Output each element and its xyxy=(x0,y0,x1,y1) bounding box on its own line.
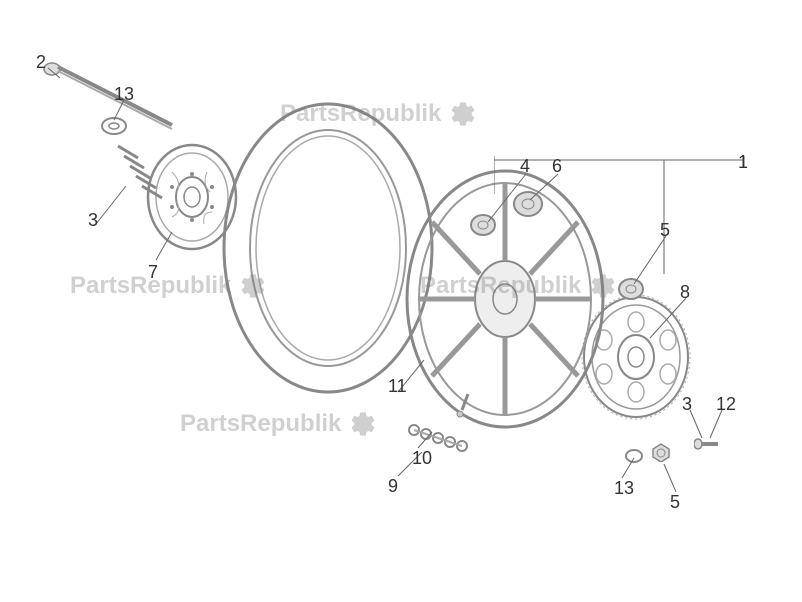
watermark: PartsRepublik xyxy=(420,272,617,300)
callout-1: 1 xyxy=(738,152,748,173)
watermark: PartsRepublik xyxy=(180,410,377,438)
watermark-text: PartsRepublik xyxy=(420,272,581,300)
gear-icon xyxy=(449,100,477,128)
callout-11: 10 xyxy=(412,448,432,469)
parts-diagram: 2 13 3 7 4 6 1 5 8 11 10 9 3 12 13 5 Par… xyxy=(0,0,802,602)
gear-icon xyxy=(349,410,377,438)
gear-icon xyxy=(589,272,617,300)
watermark: PartsRepublik xyxy=(280,100,477,128)
callout-4: 5 xyxy=(670,492,680,513)
callout-6: 6 xyxy=(552,156,562,177)
callout-9: 8 xyxy=(680,282,690,303)
callout-3: 3 xyxy=(88,210,98,231)
watermark-text: PartsRepublik xyxy=(180,410,341,438)
callout-12: 11 xyxy=(388,376,407,397)
watermark: PartsRepublik xyxy=(70,272,267,300)
callout-13: 13 xyxy=(114,84,134,105)
callout-13b: 13 xyxy=(614,478,634,499)
callout-5b: 5 xyxy=(660,220,670,241)
callout-2: 2 xyxy=(36,52,46,73)
callout-8: 12 xyxy=(716,394,736,415)
callout-3b: 3 xyxy=(682,394,692,415)
callout-5: 4 xyxy=(520,156,530,177)
watermark-text: PartsRepublik xyxy=(280,100,441,128)
gear-icon xyxy=(239,272,267,300)
callout-7: 7 xyxy=(148,262,158,283)
callout-10: 9 xyxy=(388,476,398,497)
